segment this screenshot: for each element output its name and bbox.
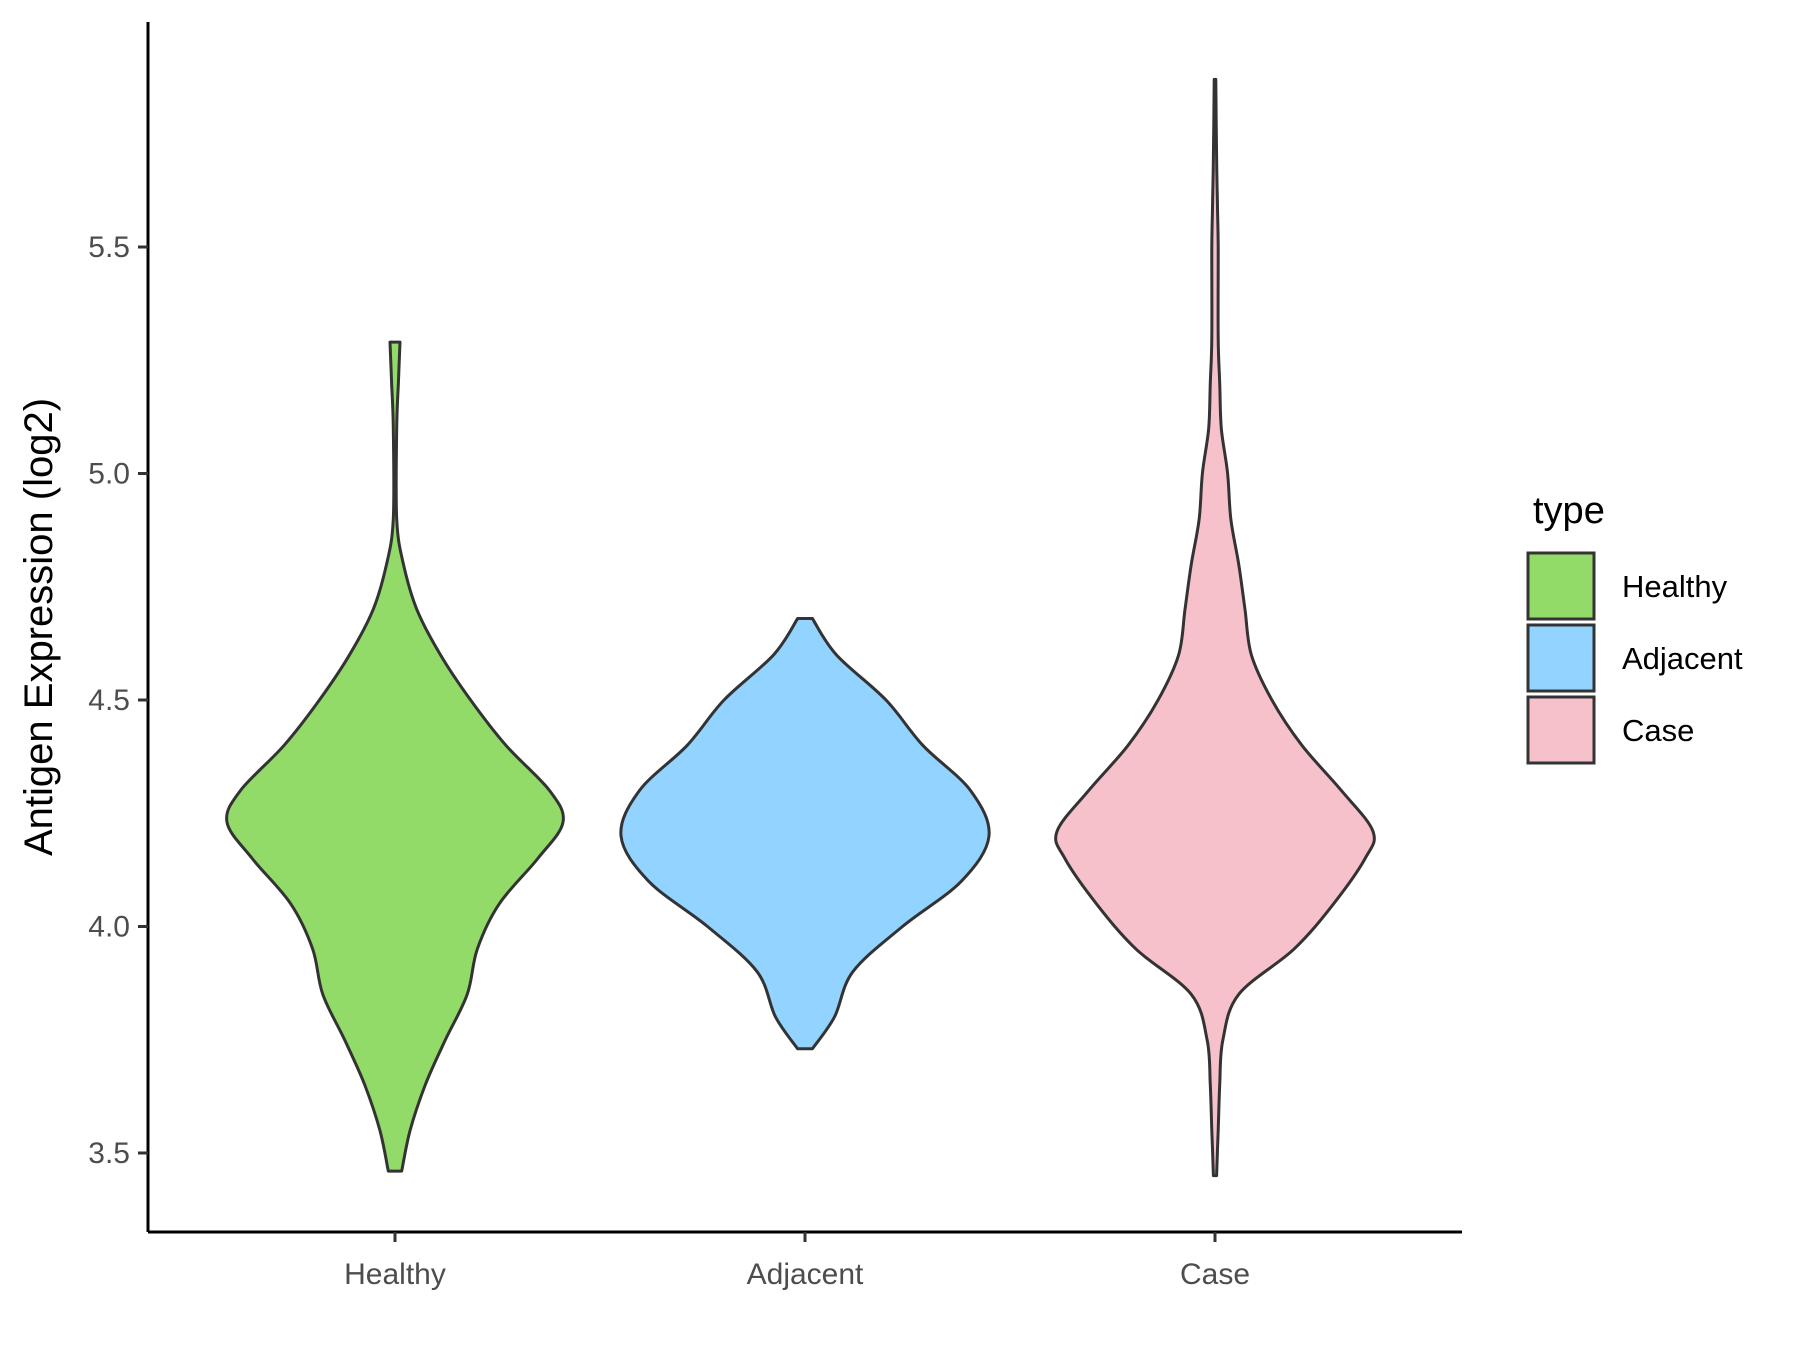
legend: type Healthy Adjacent Case [1526, 490, 1743, 765]
y-tick-label: 5.0 [88, 458, 130, 491]
violin-adjacent [619, 617, 991, 1051]
y-tick-label: 4.0 [88, 911, 130, 944]
x-ticks: Healthy Adjacent Case [344, 1232, 1250, 1291]
violin-healthy [225, 340, 565, 1173]
legend-swatch-healthy [1526, 551, 1596, 621]
y-tick-label: 4.5 [88, 684, 130, 717]
y-tick-label: 5.5 [88, 231, 130, 264]
legend-label-healthy: Healthy [1622, 569, 1728, 604]
y-ticks: 3.5 4.0 4.5 5.0 5.5 [88, 231, 148, 1170]
legend-title: type [1533, 490, 1605, 532]
legend-entries: Healthy Adjacent Case [1526, 551, 1743, 765]
y-tick-label: 3.5 [88, 1137, 130, 1170]
x-tick-label: Case [1180, 1258, 1250, 1291]
x-tick-label: Healthy [344, 1258, 446, 1291]
x-tick-label: Adjacent [747, 1258, 864, 1291]
violins-layer [225, 77, 1376, 1178]
legend-label-case: Case [1622, 713, 1694, 748]
legend-swatch-case [1526, 695, 1596, 765]
violin-case [1054, 77, 1376, 1178]
legend-label-adjacent: Adjacent [1622, 641, 1743, 676]
legend-swatch-adjacent [1526, 623, 1596, 693]
y-axis-title: Antigen Expression (log2) [17, 398, 61, 856]
